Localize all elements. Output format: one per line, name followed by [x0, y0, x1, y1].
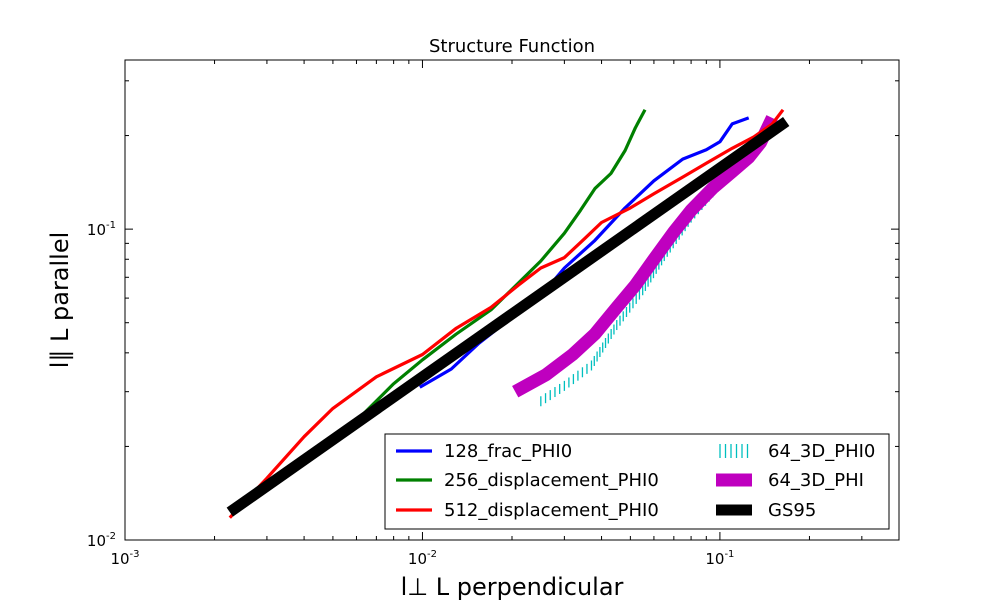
legend-label: GS95 [768, 500, 816, 521]
series-gs95 [226, 116, 790, 517]
legend-item-128-frac-phi0: 128_frac_PHI0 [396, 441, 572, 462]
legend-item-64-3d-phi0: 64_3D_PHI0 [719, 441, 875, 462]
legend-item-256-displacement-phi0: 256_displacement_PHI0 [396, 470, 659, 491]
legend: 128_frac_PHI0 256_displacement_PHI0 512_di… [384, 433, 890, 530]
y-axis-label: l∥ L parallel [46, 232, 74, 369]
legend-label: 512_displacement_PHI0 [444, 500, 659, 521]
legend-item-gs95: GS95 [716, 500, 816, 521]
legend-label: 64_3D_PHI0 [768, 441, 875, 462]
x-tick-label: 10-2 [408, 549, 437, 568]
x-tick-label: 10-1 [705, 549, 734, 568]
series-256-displacement-phi0 [323, 109, 647, 451]
tick-layer: 10-3 10-2 10-110-210-1 [87, 60, 900, 568]
legend-item-64-3d-phi: 64_3D_PHI [716, 470, 864, 491]
legend-frame [384, 433, 890, 530]
legend-label: 256_displacement_PHI0 [444, 470, 659, 491]
y-tick-label: 10-1 [87, 220, 116, 239]
series-layer [226, 108, 790, 519]
legend-label: 64_3D_PHI [768, 470, 864, 491]
x-tick-label: 10-3 [110, 549, 139, 568]
series-512-displacement-phi0 [228, 108, 785, 519]
chart-title: Structure Function [429, 36, 595, 57]
y-tick-label: 10-2 [87, 531, 116, 550]
legend-item-512-displacement-phi0: 512_displacement_PHI0 [396, 500, 659, 521]
legend-items: 128_frac_PHI0 256_displacement_PHI0 512_di… [396, 441, 875, 521]
plot-frame [124, 59, 900, 541]
legend-label: 128_frac_PHI0 [444, 441, 572, 462]
x-axis-label: l⊥ L perpendicular [401, 573, 624, 600]
